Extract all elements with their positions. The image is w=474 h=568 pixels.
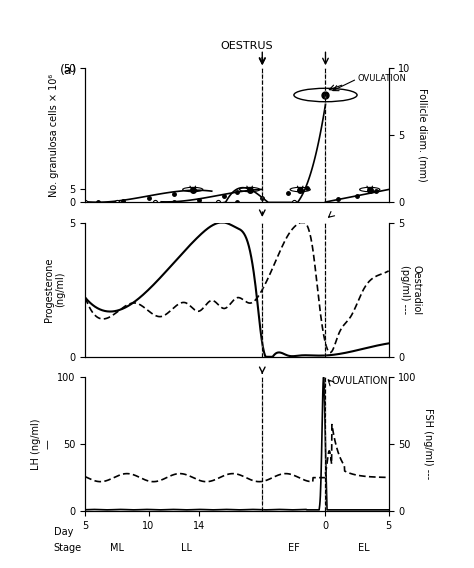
Y-axis label: No. granulosa cells × 10⁶: No. granulosa cells × 10⁶ — [49, 74, 59, 197]
Text: LL: LL — [181, 544, 192, 553]
Y-axis label: FSH (ng/ml) ---: FSH (ng/ml) --- — [423, 408, 433, 480]
Text: ML: ML — [110, 544, 124, 553]
Y-axis label: Oestradiol
(pg/ml) ---: Oestradiol (pg/ml) --- — [400, 265, 421, 315]
Text: (a): (a) — [60, 64, 78, 77]
Text: OVULATION: OVULATION — [332, 375, 388, 386]
Text: Stage: Stage — [54, 544, 82, 553]
Text: OVULATION: OVULATION — [357, 74, 406, 83]
Y-axis label: Follicle diam. (mm): Follicle diam. (mm) — [417, 89, 428, 182]
Y-axis label: LH (ng/ml)
—: LH (ng/ml) — — [31, 418, 53, 470]
Text: EF: EF — [288, 544, 300, 553]
Text: Day: Day — [54, 527, 73, 537]
Y-axis label: Progesterone
(ng/ml): Progesterone (ng/ml) — [44, 257, 65, 322]
Text: OESTRUS: OESTRUS — [220, 41, 273, 51]
Text: EL: EL — [357, 544, 369, 553]
